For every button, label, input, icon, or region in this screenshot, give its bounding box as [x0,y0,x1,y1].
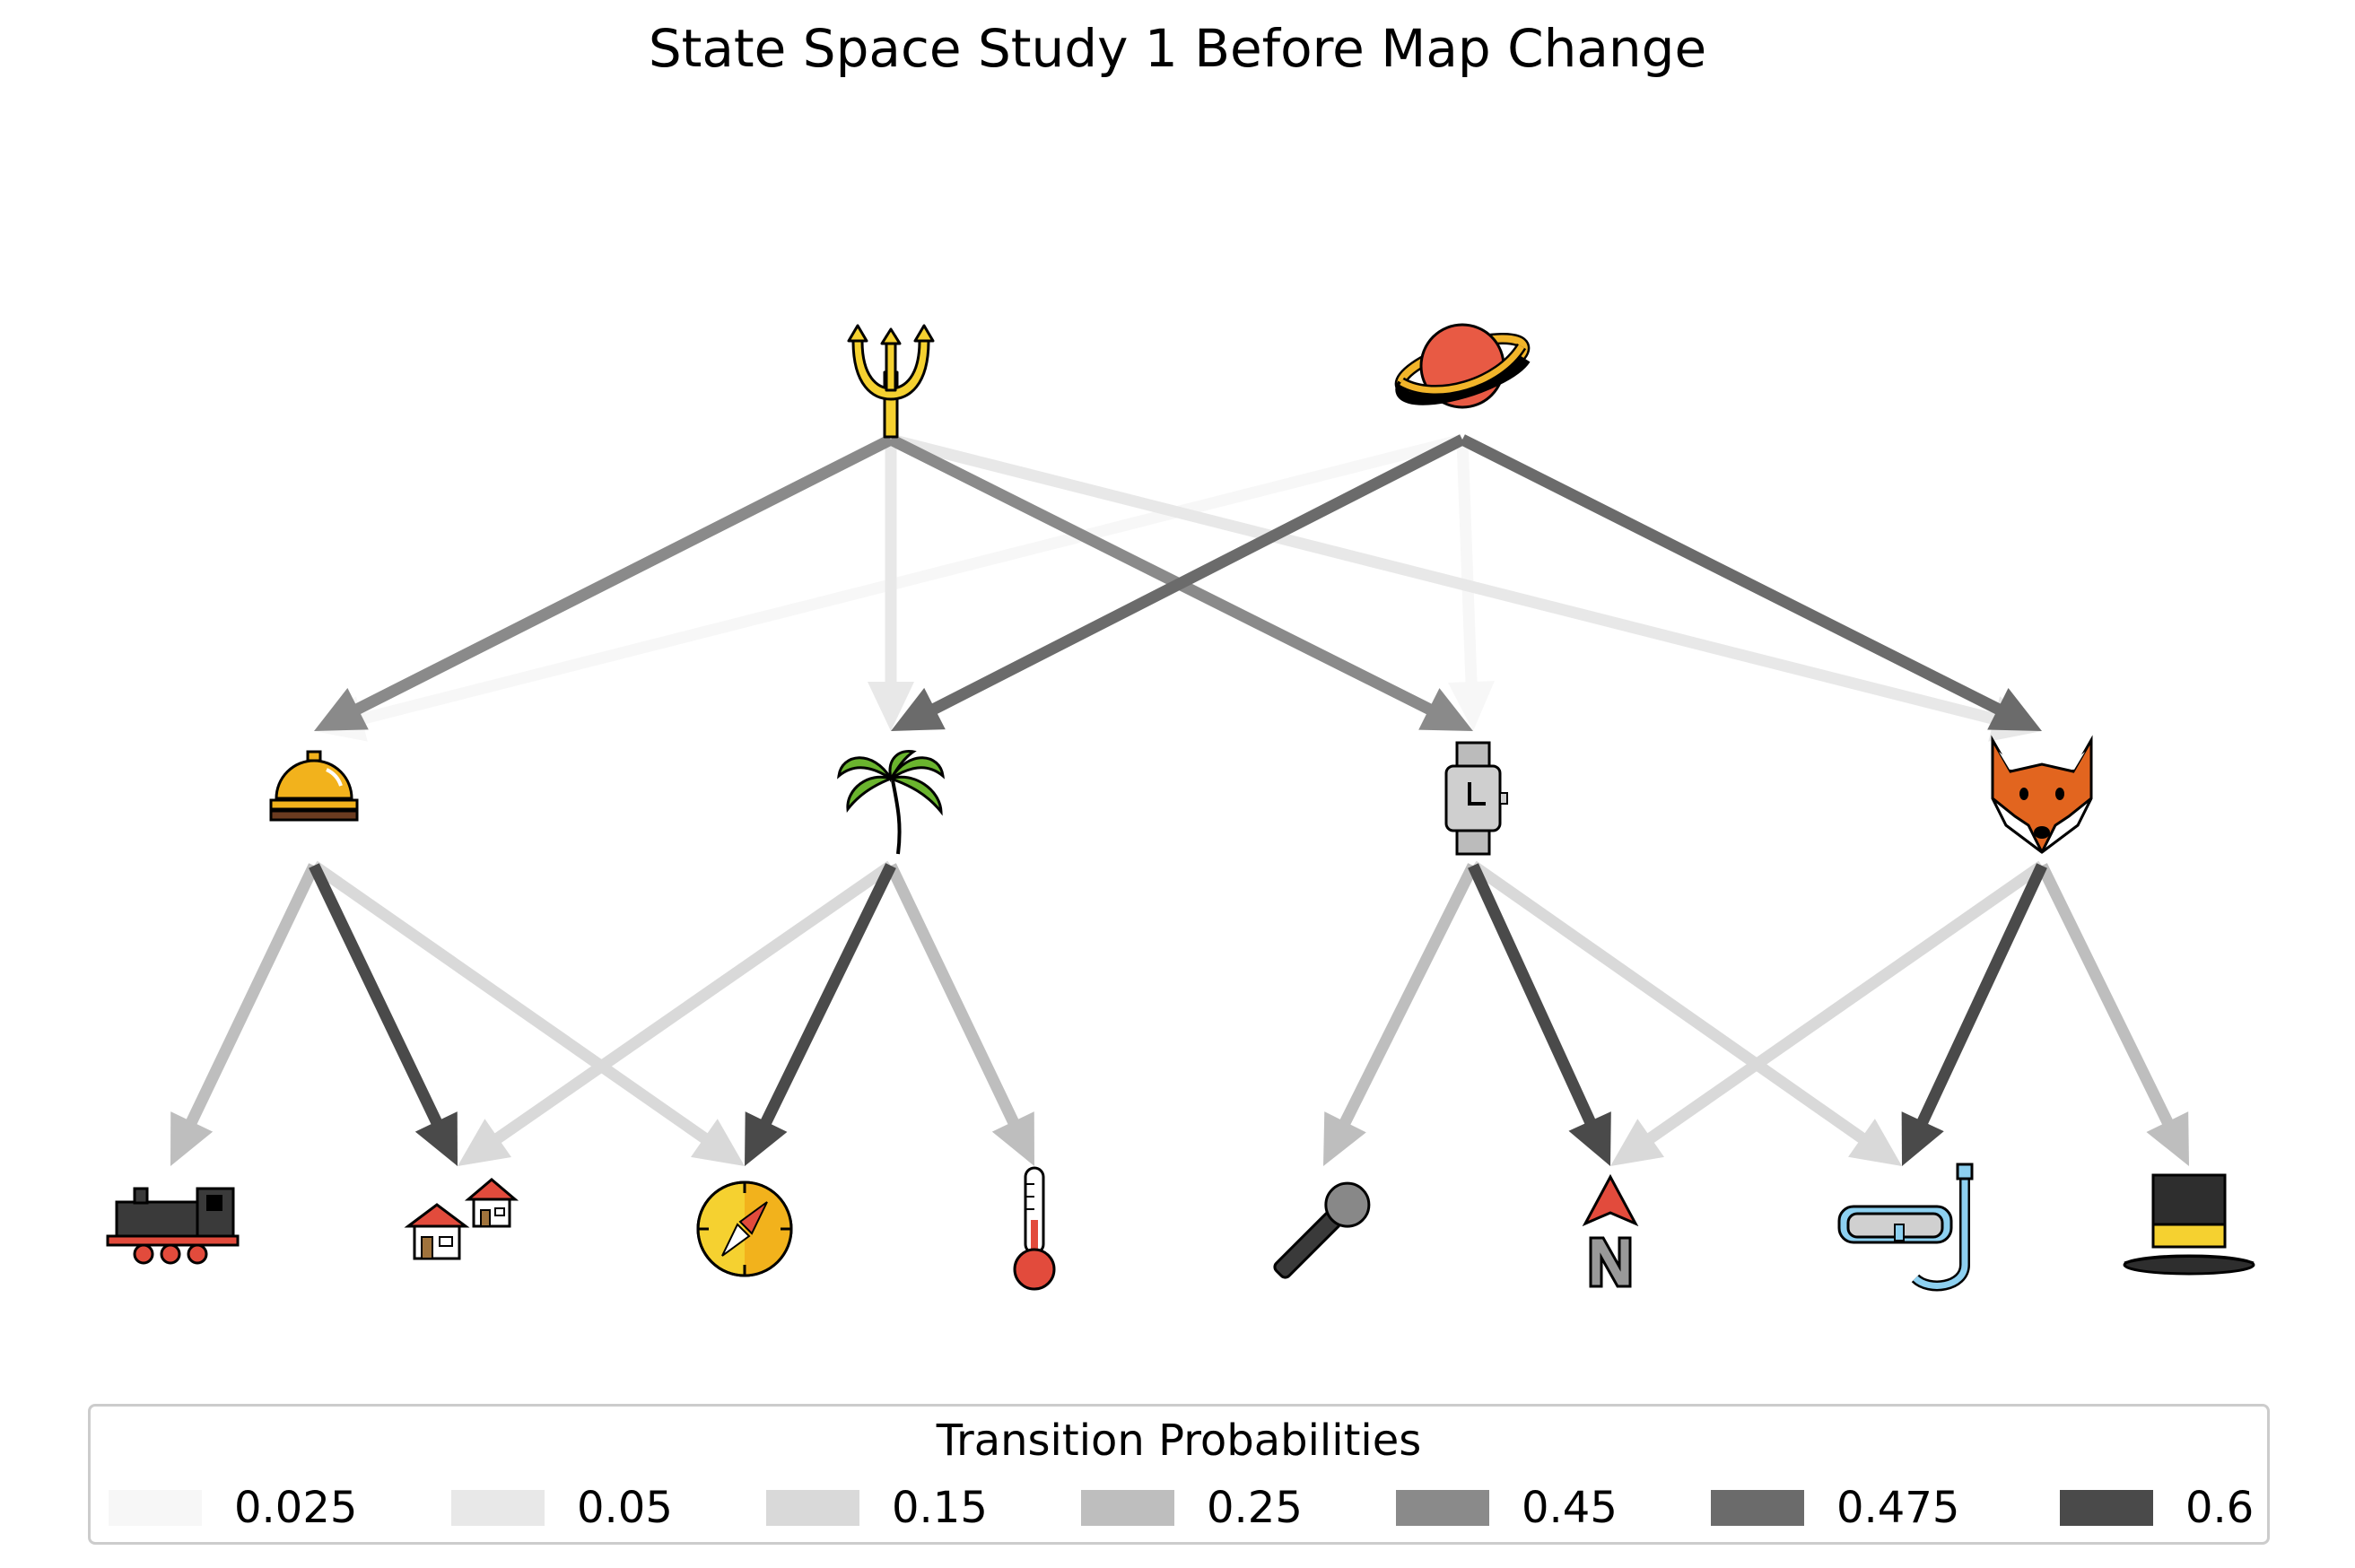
arrow-shaft [1644,860,2045,1146]
arrow-head [2146,1111,2189,1166]
bellhop-bell-icon [269,750,359,822]
legend-label: 0.05 [577,1483,673,1533]
palm-tree-icon [837,749,945,855]
arrow-head [1323,1111,1366,1166]
transition-arrow-palm-compass [745,863,896,1166]
arrow-head [314,687,369,731]
transition-arrow-palm-houses [458,860,894,1166]
edges-layer [170,433,2189,1166]
arrow-head [1901,1111,1944,1166]
transition-arrow-watch-north [1468,863,1611,1166]
legend-label: 0.25 [1207,1483,1303,1533]
fox-face-icon [1991,735,2093,854]
arrow-shaft [1338,863,1478,1128]
transition-arrow-trident-bell [314,434,894,731]
legend-swatch [1711,1490,1804,1526]
arrow-shaft [889,433,2000,726]
legend-title: Transition Probabilities [936,1416,1422,1466]
arrow-head [414,1111,458,1166]
transition-arrow-watch-microphone [1323,863,1478,1166]
arrow-head [1447,681,1495,731]
diagram-title: State Space Study 1 Before Map Change [648,18,1707,79]
arrow-head [1610,1119,1664,1166]
arrow-shaft [885,863,1020,1128]
legend-label: 0.6 [2185,1483,2255,1533]
legend: Transition Probabilities 0.025 0.05 0.15… [88,1404,2270,1545]
transition-arrow-bell-houses [309,863,458,1166]
legend-swatch [2060,1490,2153,1526]
north-arrow-icon [1582,1173,1639,1288]
ringed-planet-icon [1394,323,1531,409]
transition-arrow-fox-tophat [2037,863,2189,1166]
arrow-shaft [352,434,894,716]
arrow-head [991,1111,1034,1166]
arrow-shaft [929,434,1465,716]
microphone-icon [1273,1181,1371,1279]
arrow-shaft [1456,439,1478,686]
arrow-head [1987,688,2042,731]
transition-arrow-trident-palm [868,440,914,731]
trident-icon [847,324,935,439]
legend-swatch [1396,1490,1489,1526]
arrow-head [745,1111,788,1166]
arrow-shaft [1460,434,2004,716]
wristwatch-icon [1444,741,1508,856]
arrow-head [891,687,946,731]
legend-label: 0.45 [1522,1483,1618,1533]
arrow-shaft [492,860,894,1146]
arrow-shaft [888,434,1435,716]
arrow-shaft [759,863,896,1128]
arrow-shaft [356,433,1464,726]
icons-layer [106,323,2255,1292]
locomotive-icon [106,1187,240,1265]
houses-icon [404,1178,519,1260]
legend-swatch [766,1490,859,1526]
arrow-shaft [2037,863,2175,1128]
legend-swatch [451,1490,545,1526]
arrow-shaft [1468,863,1597,1128]
transition-arrow-palm-thermometer [885,863,1034,1166]
arrow-shaft [185,863,319,1128]
thermometer-icon [1013,1166,1056,1291]
arrow-shaft [1470,860,1868,1146]
transition-arrow-watch-snorkel [1470,860,1902,1166]
transition-arrow-bell-train [170,863,319,1166]
arrow-shaft [310,860,711,1146]
legend-label: 0.025 [234,1483,358,1533]
arrow-shaft [1915,863,2047,1128]
legend-swatch [1081,1490,1174,1526]
legend-label: 0.475 [1836,1483,1960,1533]
top-hat-icon [2123,1173,2255,1276]
legend-swatch [109,1490,202,1526]
arrow-head [1568,1111,1611,1166]
transition-arrow-fox-snorkel [1901,863,2047,1166]
transition-arrow-planet-watch [1447,439,1495,731]
transition-arrow-planet-fox [1460,434,2042,731]
legend-label: 0.15 [892,1483,988,1533]
arrow-head [458,1119,512,1166]
diving-mask-icon [1837,1163,1974,1292]
transition-arrow-trident-watch [888,434,1473,731]
transition-arrow-fox-north [1610,860,2045,1166]
arrow-head [691,1119,745,1166]
arrow-head [170,1111,214,1166]
arrow-head [1418,688,1473,731]
arrow-head [868,682,914,731]
arrow-head [1848,1119,1902,1166]
compass-icon [696,1180,793,1277]
transition-arrow-bell-compass [310,860,745,1166]
transition-arrow-planet-palm [891,434,1465,731]
arrow-shaft [309,863,443,1128]
